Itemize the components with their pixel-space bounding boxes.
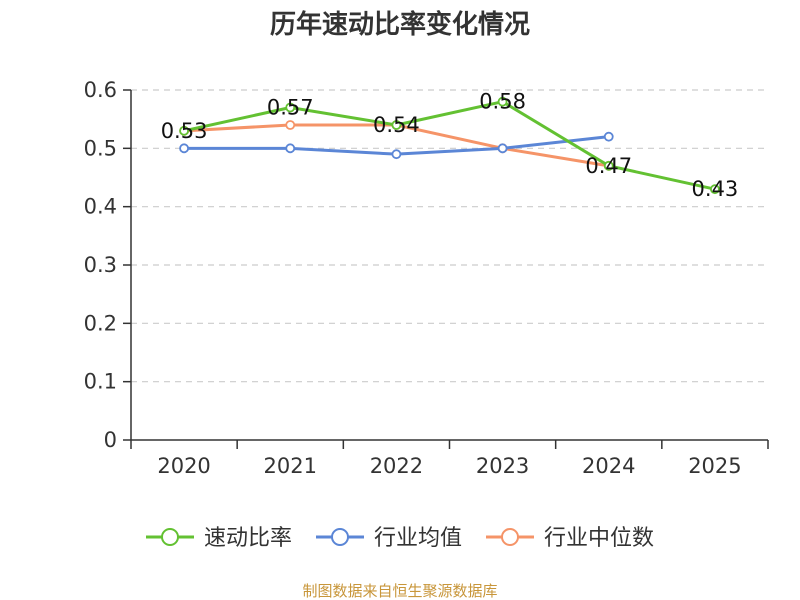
data-label: 0.58 bbox=[479, 90, 526, 114]
legend-marker-icon bbox=[161, 528, 179, 546]
data-label: 0.43 bbox=[692, 177, 739, 201]
legend-item: 行业中位数 bbox=[486, 526, 654, 551]
series-lines bbox=[179, 96, 720, 195]
data-point bbox=[285, 102, 296, 113]
legend-marker-icon bbox=[331, 528, 349, 546]
legend-marker-icon bbox=[501, 528, 519, 546]
series-line bbox=[183, 100, 716, 191]
x-tick-label: 2021 bbox=[264, 454, 317, 478]
grid-lines bbox=[131, 89, 768, 383]
data-point bbox=[391, 120, 402, 130]
x-tick-label: 2022 bbox=[370, 454, 423, 478]
data-point bbox=[497, 96, 508, 107]
data-label: 0.57 bbox=[267, 96, 314, 120]
y-tick-label: 0.4 bbox=[84, 195, 117, 219]
data-point bbox=[497, 143, 508, 154]
data-labels: 0.53 0.57 0.54 0.58 0.47 0.43 bbox=[161, 90, 739, 202]
x-tick-label: 2020 bbox=[157, 454, 210, 478]
y-tick-label: 0.1 bbox=[84, 370, 117, 394]
legend-label: 行业均值 bbox=[374, 526, 462, 551]
x-tick-label: 2024 bbox=[582, 454, 635, 478]
data-label: 0.47 bbox=[585, 154, 632, 178]
y-tick-label: 0.5 bbox=[84, 136, 117, 160]
y-tick-label: 0.6 bbox=[84, 78, 117, 102]
y-tick-label: 0.3 bbox=[84, 253, 117, 277]
y-tick-label: 0 bbox=[104, 428, 117, 452]
x-tick-label: 2023 bbox=[476, 454, 529, 478]
data-label: 0.53 bbox=[161, 119, 208, 143]
legend-label: 行业中位数 bbox=[544, 526, 654, 551]
data-point bbox=[391, 149, 402, 160]
data-point bbox=[603, 160, 614, 171]
data-point bbox=[285, 120, 296, 130]
legend: 速动比率 行业均值 行业中位数 bbox=[146, 526, 654, 551]
data-point bbox=[179, 125, 189, 136]
legend-item: 速动比率 bbox=[146, 526, 292, 551]
legend-label: 速动比率 bbox=[204, 526, 292, 551]
data-label: 0.54 bbox=[373, 113, 420, 137]
data-point bbox=[710, 184, 720, 195]
x-tick-label: 2025 bbox=[688, 454, 741, 478]
data-point bbox=[179, 143, 189, 154]
data-point bbox=[603, 131, 614, 142]
legend-item: 行业均值 bbox=[316, 526, 462, 551]
data-point bbox=[285, 143, 296, 154]
axes: 0 0.1 0.2 0.3 0.4 0.5 0.6 2020 2021 2022 2023 2024 2… bbox=[84, 78, 769, 478]
source-note: 制图数据来自恒生聚源数据库 bbox=[302, 582, 497, 600]
y-tick-label: 0.2 bbox=[84, 311, 117, 335]
chart-title: 历年速动比率变化情况 bbox=[270, 9, 530, 40]
